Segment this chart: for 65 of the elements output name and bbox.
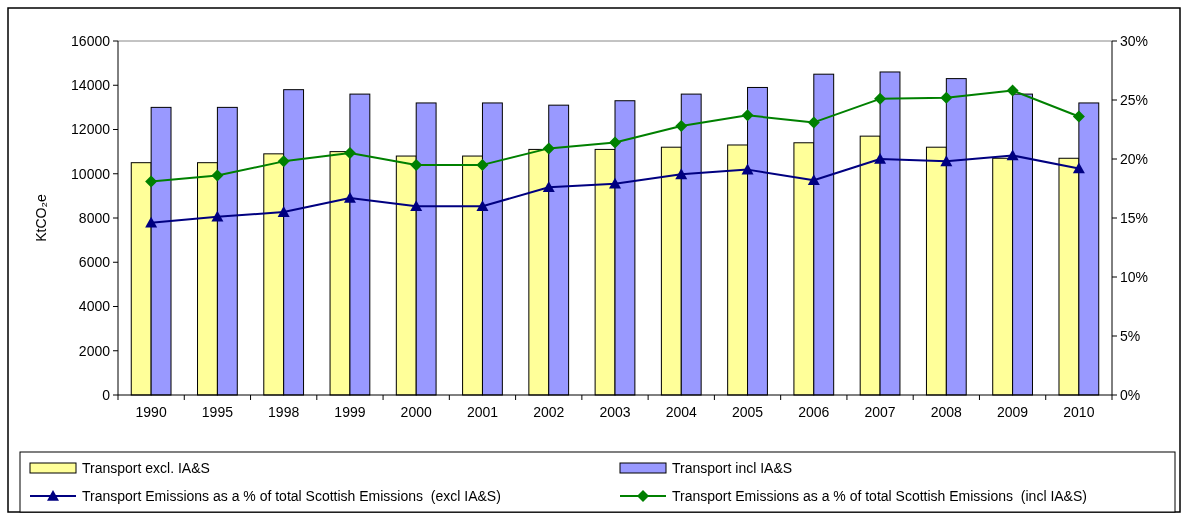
y-tick-label: 6000 <box>78 254 111 271</box>
y2-tick-label: 10% <box>1120 268 1149 285</box>
point <box>343 147 356 160</box>
y-tick-label: 12000 <box>71 121 111 138</box>
legend-label: Transport Emissions as a % of total Scottish Emissions (incl IA&S) <box>672 487 1087 504</box>
y2-tick-label: 5% <box>1120 327 1141 344</box>
y-tick-label: 0 <box>102 386 111 403</box>
y2-tick-label: 30% <box>1120 32 1149 49</box>
y2-tick-label: 0% <box>1120 386 1141 403</box>
point <box>675 168 688 180</box>
point <box>741 163 754 175</box>
y-tick-label: 4000 <box>78 298 111 315</box>
point <box>145 175 158 188</box>
y2-tick-label: 25% <box>1120 91 1149 108</box>
legend-label: Transport incl IA&S <box>672 459 793 476</box>
x-tick-label: 2004 <box>665 404 698 420</box>
y-tick-label: 10000 <box>71 165 111 182</box>
x-tick-label: 1998 <box>268 404 300 420</box>
point <box>940 155 953 167</box>
point <box>940 91 953 104</box>
y-tick-label: 16000 <box>71 32 111 49</box>
x-tick-label: 2006 <box>798 404 830 420</box>
x-tick-label: 2001 <box>466 404 499 420</box>
point <box>542 181 555 193</box>
point <box>1072 162 1085 174</box>
x-tick-label: 2005 <box>731 404 764 420</box>
x-tick-label: 2009 <box>997 404 1029 420</box>
legend-label: Transport excl. IA&S <box>82 459 210 476</box>
point <box>1006 84 1019 97</box>
y2-tick-label: 20% <box>1120 150 1149 167</box>
point <box>741 109 754 122</box>
point <box>874 153 887 164</box>
point <box>343 191 356 203</box>
point <box>609 177 621 189</box>
point <box>807 174 820 186</box>
point <box>675 119 688 132</box>
point <box>277 155 290 168</box>
x-tick-label: 1995 <box>201 404 234 420</box>
x-tick-label: 2010 <box>1063 404 1095 420</box>
x-tick-label: 2003 <box>599 404 631 420</box>
y-tick-label: 2000 <box>78 342 111 359</box>
point <box>476 158 489 171</box>
point <box>211 169 224 182</box>
x-tick-label: 2008 <box>930 404 963 420</box>
x-tick-label: 2000 <box>400 404 432 420</box>
legend-label: Transport Emissions as a % of total Scottish Emissions (excl IA&S) <box>82 487 501 504</box>
point <box>874 92 887 105</box>
point <box>410 200 423 211</box>
x-tick-label: 2007 <box>864 404 896 420</box>
x-tick-label: 1999 <box>334 404 366 420</box>
y-tick-label: 8000 <box>78 209 111 226</box>
point <box>211 210 224 222</box>
point <box>1006 149 1019 161</box>
point <box>277 206 290 217</box>
y2-tick-label: 15% <box>1120 209 1149 226</box>
y-tick-label: 14000 <box>71 77 111 94</box>
x-tick-label: 1990 <box>135 404 167 420</box>
point <box>145 216 158 228</box>
y-axis-title: KtCO₂e <box>33 194 49 242</box>
point <box>807 116 820 129</box>
point <box>1072 110 1085 123</box>
point <box>476 200 489 211</box>
point <box>542 142 555 155</box>
point <box>609 136 621 149</box>
x-tick-label: 2002 <box>533 404 565 420</box>
